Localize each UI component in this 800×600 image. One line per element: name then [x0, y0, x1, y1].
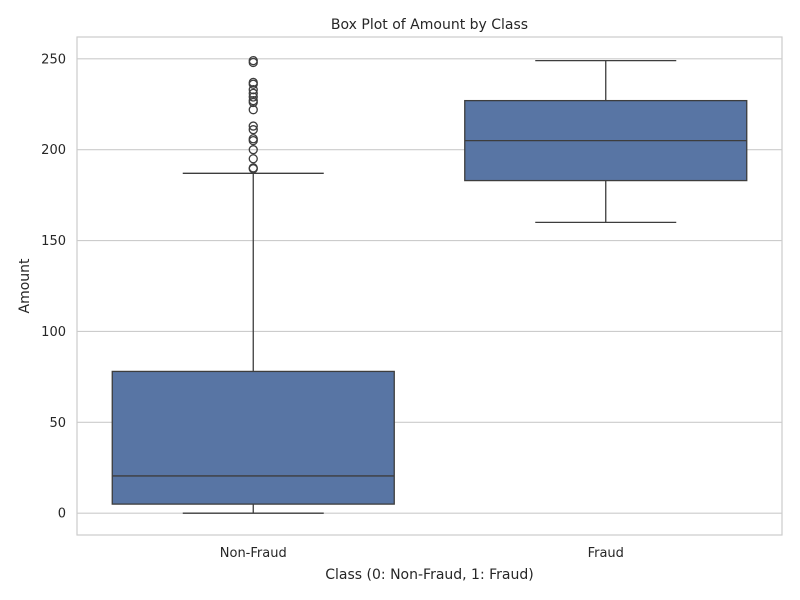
y-tick-label: 250	[41, 52, 66, 67]
outlier-point	[248, 95, 258, 106]
outlier-point	[248, 85, 258, 95]
box-group-fraud	[464, 59, 748, 224]
outlier-point	[248, 121, 258, 131]
x-axis-label: Class (0: Non-Fraud, 1: Fraud)	[325, 567, 533, 583]
iqr-box	[111, 370, 395, 505]
x-tick-label: Fraud	[588, 546, 624, 561]
box-group-non-fraud	[111, 55, 395, 514]
y-tick-label: 50	[49, 416, 66, 431]
outlier-point	[248, 125, 258, 135]
plot-frame	[76, 36, 783, 536]
outlier-point	[248, 55, 258, 66]
y-axis-label: Amount	[17, 258, 33, 314]
boxes-layer	[111, 55, 748, 514]
chart-title: Box Plot of Amount by Class	[331, 17, 528, 33]
outlier-point	[248, 154, 258, 164]
y-tick-label: 200	[41, 143, 66, 158]
outlier-point	[248, 134, 258, 144]
tick-labels: 0 50 100 150 200 250 Non-Fraud Fraud	[41, 52, 624, 561]
y-tick-label: 0	[58, 507, 66, 522]
outlier-point	[248, 163, 258, 173]
x-tick-label: Non-Fraud	[220, 546, 287, 561]
outlier-point	[248, 92, 258, 102]
y-tick-label: 150	[41, 234, 66, 249]
outlier-point	[248, 105, 258, 115]
outlier-point	[248, 145, 258, 155]
outlier-point	[248, 77, 258, 88]
y-tick-label: 100	[41, 325, 66, 340]
outlier-point	[248, 88, 258, 98]
